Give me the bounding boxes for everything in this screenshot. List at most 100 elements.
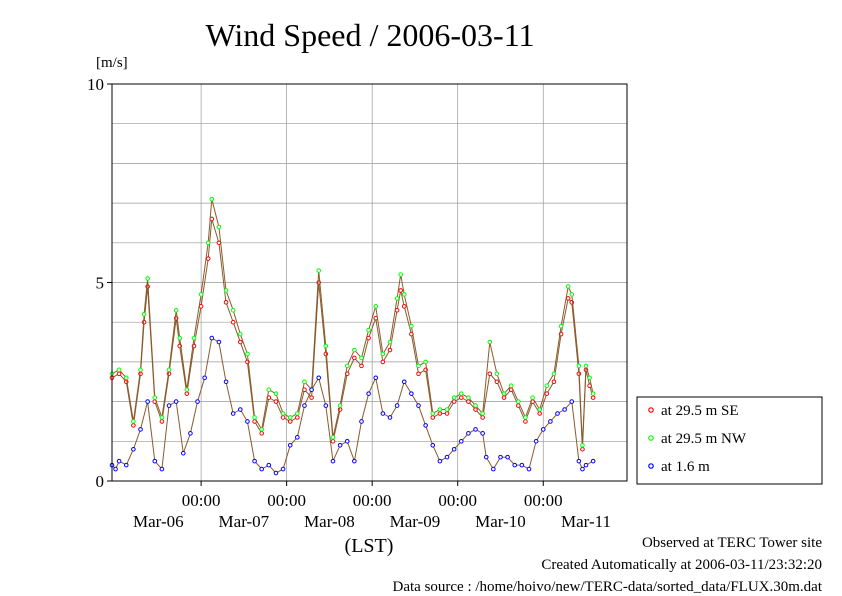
data-point [580, 446, 585, 452]
data-point [430, 411, 436, 416]
data-point [590, 395, 596, 400]
data-point [238, 331, 243, 337]
series-layer [109, 196, 596, 476]
legend-label: at 1.6 m [661, 459, 710, 475]
data-point [519, 462, 525, 468]
data-point [123, 375, 129, 381]
data-point [259, 431, 264, 436]
data-point [494, 379, 500, 385]
data-point [423, 423, 428, 428]
data-point [173, 307, 179, 313]
data-point [191, 335, 197, 341]
data-point [273, 399, 279, 404]
footer-observed: Observed at TERC Tower site [641, 535, 822, 551]
data-point [337, 442, 343, 448]
data-point [451, 395, 457, 400]
y-tick-label: 0 [96, 472, 105, 491]
data-point [387, 339, 393, 345]
data-point [430, 442, 436, 448]
data-point [458, 391, 464, 396]
chart-title: Wind Speed / 2006-03-11 [205, 17, 534, 53]
data-point [473, 407, 478, 412]
data-point [173, 399, 179, 404]
data-point [537, 411, 542, 416]
data-point [444, 411, 450, 416]
data-point [480, 411, 485, 416]
data-point [401, 292, 407, 297]
data-point [280, 466, 286, 472]
legend-box [636, 396, 823, 485]
data-point [580, 442, 585, 448]
data-point [437, 411, 443, 416]
data-point [238, 407, 243, 412]
data-point [409, 323, 414, 329]
data-point [344, 363, 350, 369]
data-point [131, 423, 136, 428]
legend-marker [648, 435, 654, 441]
data-point [145, 399, 150, 404]
data-point [576, 458, 582, 464]
data-point [373, 304, 379, 309]
data-point [555, 411, 560, 416]
data-point [245, 419, 250, 424]
data-point [444, 454, 450, 460]
data-point [180, 450, 186, 456]
data-point [423, 359, 428, 365]
data-point [416, 363, 421, 369]
data-point [551, 379, 557, 385]
series-2 [109, 335, 596, 476]
data-point [316, 268, 322, 273]
data-point [466, 399, 471, 404]
y-tick-label: 10 [87, 75, 104, 94]
data-point [523, 415, 528, 420]
data-point [184, 387, 190, 392]
data-point [166, 367, 172, 373]
data-point [394, 296, 400, 301]
data-point [569, 292, 575, 297]
data-point [416, 371, 421, 377]
data-point [551, 371, 557, 377]
x-date-label: Mar-06 [133, 512, 184, 531]
data-point [238, 339, 243, 345]
data-point [223, 379, 229, 385]
data-point [480, 431, 485, 436]
data-point [138, 427, 143, 432]
data-point [337, 403, 343, 408]
legend-marker [648, 407, 654, 413]
data-point [230, 411, 236, 416]
data-point [273, 391, 279, 396]
x-tick-time-label: 00:00 [353, 491, 392, 510]
data-point [223, 300, 229, 305]
data-point [259, 427, 264, 432]
data-point [380, 351, 386, 357]
data-point [116, 367, 122, 373]
data-point [491, 466, 496, 472]
data-point [205, 256, 211, 261]
data-point [359, 363, 364, 369]
data-point [430, 415, 436, 420]
data-point [273, 470, 279, 476]
legend-marker [648, 463, 654, 469]
series-0 [109, 216, 596, 452]
data-point [565, 296, 571, 301]
data-point [508, 383, 514, 389]
data-point [480, 415, 485, 420]
series-line [111, 198, 594, 446]
data-point [387, 415, 393, 420]
x-axis-label: (LST) [345, 535, 394, 557]
data-point [309, 387, 314, 392]
data-point [487, 339, 493, 345]
x-date-label: Mar-09 [390, 512, 441, 531]
data-point [145, 276, 150, 281]
x-date-label: Mar-08 [304, 512, 355, 531]
data-point [366, 391, 371, 396]
data-point [398, 272, 403, 277]
data-point [398, 288, 403, 293]
data-point [216, 339, 222, 345]
data-point [245, 351, 250, 357]
data-point [483, 454, 489, 460]
data-point [401, 304, 407, 309]
data-point [583, 462, 589, 468]
data-point [131, 446, 136, 452]
legend: at 29.5 m SE at 29.5 m NW at 1.6 m [636, 396, 823, 485]
